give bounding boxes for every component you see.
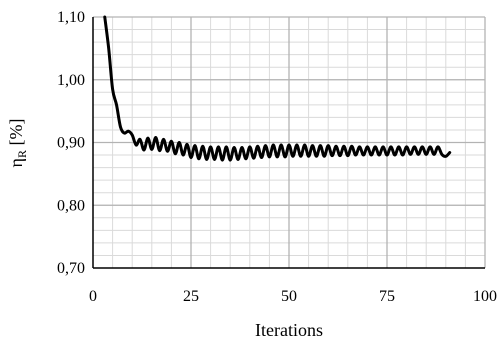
y-tick-labels: 0,70 0,80 0,90 1,00 1,10 <box>57 9 85 277</box>
x-tick-label: 50 <box>281 288 297 305</box>
x-tick-label: 25 <box>183 288 199 305</box>
series-layer <box>103 15 452 162</box>
axes <box>92 17 485 269</box>
x-tick-label: 0 <box>89 288 97 305</box>
y-tick-label: 0,80 <box>57 197 85 214</box>
x-tick-label: 100 <box>473 288 497 305</box>
y-axis-title-subscript: R <box>15 150 29 158</box>
major-gridlines <box>93 16 486 268</box>
series-line <box>103 15 452 162</box>
y-axis-title-symbol: η <box>6 158 26 167</box>
y-tick-label: 0,90 <box>57 135 85 152</box>
y-axis-title-unit: [%] <box>6 119 26 150</box>
y-tick-label: 1,10 <box>57 9 85 26</box>
y-axis-title: ηR [%] <box>6 119 29 168</box>
x-tick-label: 75 <box>379 288 395 305</box>
y-tick-label: 1,00 <box>57 72 85 89</box>
y-tick-label: 0,70 <box>57 260 85 277</box>
x-axis-title: Iterations <box>255 320 323 340</box>
x-tick-labels: 0 25 50 75 100 <box>89 288 497 305</box>
